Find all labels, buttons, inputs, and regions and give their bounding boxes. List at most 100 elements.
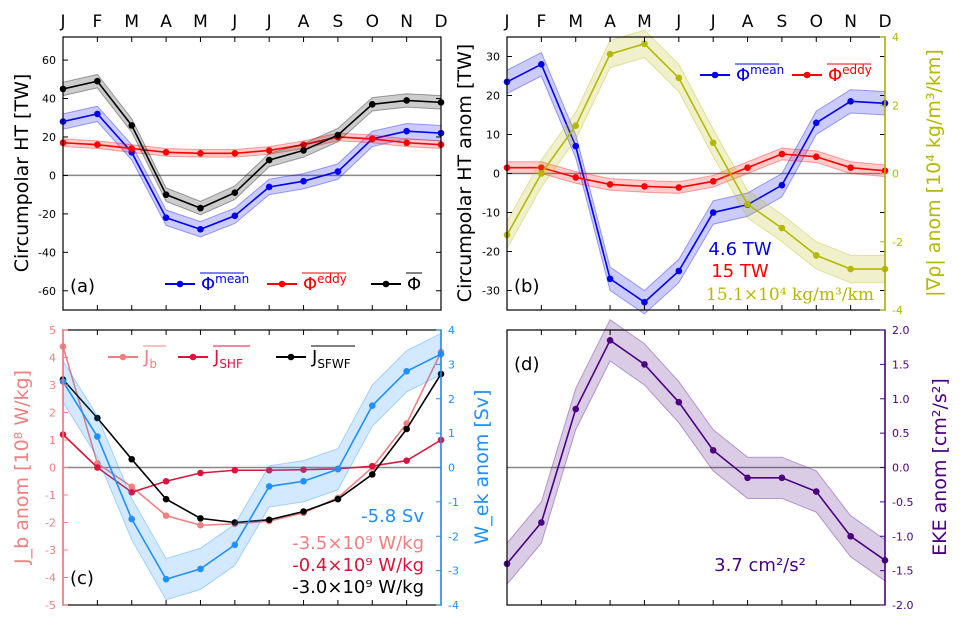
data-point — [812, 119, 820, 127]
series-line — [62, 433, 442, 494]
data-point — [847, 532, 854, 540]
panel-b-label: (b) — [514, 276, 539, 297]
panel-d-label: (d) — [514, 354, 539, 375]
data-point — [675, 74, 683, 82]
data-point — [538, 519, 545, 526]
panel-c: -5 -4 -3 -2 -1 0 1 2 3 4 5 -4 -3 -2 -1 0 1 2 3 4 Jb JSHF JSFWF — [45, 324, 459, 612]
right-y-tick-label: 1.5 — [892, 358, 910, 371]
y-tick-label: -3 — [45, 544, 56, 557]
data-point — [606, 275, 614, 283]
panel-b: J F M A M J J A S O N D-30-20-100102030-4-2024Φmean… — [482, 12, 903, 317]
right-y-tick-label: 4 — [892, 31, 899, 44]
month-label: D — [878, 12, 891, 32]
data-point — [709, 209, 717, 216]
data-point — [538, 61, 545, 68]
right-y-tick-label: 0.0 — [892, 462, 910, 475]
right-y-tick-label: 1.0 — [892, 393, 910, 406]
series-line — [62, 346, 442, 527]
data-point — [368, 471, 376, 478]
y-tick-label: 0 — [49, 169, 56, 182]
data-point — [231, 150, 239, 157]
data-point — [778, 150, 786, 158]
right-y-tick-label: 2.0 — [892, 324, 910, 337]
legend-marker — [176, 280, 184, 288]
data-point — [675, 398, 683, 406]
legend-label: Φeddy — [828, 63, 872, 86]
panel-c-annot-jsfwf: -3.0×10⁹ W/kg — [292, 577, 424, 598]
data-point — [709, 447, 717, 454]
y-tick-label: 5 — [49, 324, 56, 337]
legend-marker — [711, 71, 719, 79]
series-line — [62, 113, 442, 231]
data-point — [744, 474, 751, 482]
y-tick-label: -10 — [482, 207, 500, 220]
month-label: M — [124, 12, 139, 32]
month-label: J — [266, 12, 272, 32]
data-point — [744, 200, 751, 208]
data-point — [300, 477, 307, 485]
right-y-tick-label: -2 — [892, 236, 903, 249]
data-point — [231, 541, 239, 549]
right-y-tick-label: 1 — [448, 427, 455, 440]
legend-marker — [278, 280, 286, 288]
data-point — [403, 127, 410, 135]
right-y-tick-label: -1.0 — [892, 530, 913, 543]
data-point — [641, 298, 648, 306]
data-point — [368, 402, 376, 409]
series-line — [62, 136, 442, 155]
right-y-tick-label: -0.5 — [892, 496, 913, 509]
data-point — [572, 122, 580, 130]
data-point — [128, 145, 136, 152]
y-tick-label: 40 — [42, 93, 56, 106]
data-point — [300, 177, 307, 185]
right-y-tick-label: -4 — [892, 304, 903, 317]
data-point — [403, 457, 410, 464]
y-tick-label: 0 — [493, 168, 500, 181]
data-point — [403, 367, 410, 375]
y-tick-label: -2 — [45, 517, 56, 530]
month-label: N — [844, 12, 857, 32]
data-point — [778, 474, 786, 482]
data-point — [162, 512, 170, 519]
y-tick-label: -20 — [38, 208, 56, 221]
panel-c-annot-jb: -3.5×10⁹ W/kg — [292, 533, 424, 554]
right-y-tick-label: 2 — [892, 99, 899, 112]
data-point — [572, 405, 580, 413]
panel-c-right-ylabel: W_ek anom [Sv] — [471, 389, 493, 544]
data-point — [403, 425, 410, 433]
data-point — [162, 214, 170, 222]
series-line — [62, 80, 442, 209]
data-point — [162, 575, 170, 583]
data-point — [197, 469, 204, 477]
data-point — [197, 150, 204, 157]
data-point — [778, 181, 786, 189]
data-point — [812, 252, 820, 259]
data-point — [94, 77, 101, 85]
panel-d-right-ylabel: EKE anom [cm²/s²] — [929, 378, 951, 556]
data-point — [744, 164, 751, 171]
data-point — [847, 98, 854, 105]
y-tick-label: 0 — [49, 462, 56, 475]
y-tick-label: 20 — [486, 90, 500, 103]
data-point — [265, 147, 273, 154]
month-label: J — [59, 12, 65, 32]
y-tick-label: 4 — [49, 352, 56, 365]
data-point — [675, 184, 683, 191]
panel-b-annot-eddy: 15 TW — [711, 261, 769, 282]
legend-marker — [382, 280, 390, 288]
right-y-tick-label: -1 — [448, 496, 459, 509]
panel-c-annot-jshf: -0.4×10⁹ W/kg — [292, 555, 424, 576]
legend-marker — [287, 353, 295, 361]
panel-b-annot-grad: 15.1×10⁴ kg/m³/km — [706, 285, 874, 305]
legend-label: Φmean — [201, 272, 249, 295]
data-point — [162, 495, 170, 503]
y-tick-label: -5 — [45, 599, 56, 612]
data-point — [300, 141, 307, 148]
data-point — [197, 565, 204, 573]
right-y-tick-label: 0 — [892, 168, 899, 181]
data-point — [265, 156, 273, 164]
month-label: F — [92, 12, 102, 32]
legend-label: JSHF — [213, 347, 243, 371]
y-tick-label: -60 — [38, 285, 56, 298]
